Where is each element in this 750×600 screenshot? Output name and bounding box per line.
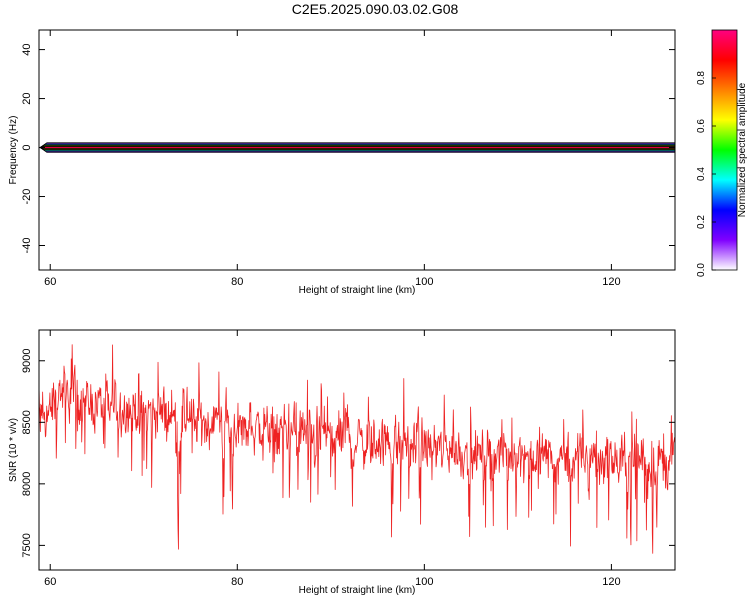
snr-x-tick-label: 60 <box>44 576 56 588</box>
colorbar-gradient <box>712 30 737 270</box>
figure-title: C2E5.2025.090.03.02.G08 <box>292 1 459 17</box>
snr-x-ticks: 60 80 100 120 <box>44 330 621 588</box>
spectrogram-y-label: Frequency (Hz) <box>8 116 19 185</box>
snr-plot-area <box>39 330 675 570</box>
spectrogram-panel: 60 80 100 120 40 20 0 -20 -40 Height of straigh… <box>8 29 676 296</box>
snr-x-label: Height of straight line (km) <box>299 585 416 596</box>
colorbar-ticks: 0.0 0.2 0.4 0.6 0.8 <box>696 29 738 277</box>
spectrogram-x-tick-label: 120 <box>602 276 620 288</box>
spectrogram-x-tick-label: 60 <box>44 276 56 288</box>
snr-y-ticks: 9000 8500 8000 7500 <box>21 349 675 558</box>
spectrogram-x-tick-label: 80 <box>231 276 243 288</box>
spectral-band <box>39 142 675 153</box>
spectrogram-frame <box>38 29 676 271</box>
colorbar-tick-label: 0.6 <box>696 119 707 133</box>
snr-y-tick-label: 9000 <box>21 349 33 373</box>
colorbar: 0.0 0.2 0.4 0.6 0.8 Normalized spectral ampl… <box>696 29 748 277</box>
snr-x-tick-label: 120 <box>602 576 620 588</box>
snr-frame <box>38 329 676 571</box>
colorbar-tick-label: 0.0 <box>696 263 707 277</box>
snr-x-tick-label: 80 <box>231 576 243 588</box>
spectrogram-x-label: Height of straight line (km) <box>299 285 416 296</box>
spectrogram-y-tick-label: 0 <box>21 144 33 150</box>
snr-panel: 60 80 100 120 9000 8500 8000 7500 Height of st… <box>8 329 676 596</box>
spectrogram-y-tick-label: -40 <box>21 238 33 254</box>
snr-y-label: SNR (10 * v/v) <box>8 418 19 482</box>
spectrogram-x-ticks: 60 80 100 120 <box>44 30 621 288</box>
spectrogram-y-tick-label: 40 <box>21 43 33 55</box>
snr-x-tick-label: 100 <box>415 576 433 588</box>
colorbar-tick-label: 0.8 <box>696 71 707 85</box>
colorbar-frame <box>711 29 738 271</box>
spectrogram-y-tick-label: -20 <box>21 189 33 205</box>
spectral-band-level <box>39 146 675 149</box>
colorbar-tick-label: 0.4 <box>696 167 707 181</box>
spectrogram-x-tick-label: 100 <box>415 276 433 288</box>
colorbar-tick-label: 0.2 <box>696 215 707 229</box>
colorbar-label: Normalized spectral amplitude <box>737 82 748 217</box>
snr-y-tick-label: 8000 <box>21 472 33 496</box>
snr-series-line <box>39 344 675 554</box>
snr-y-tick-label: 7500 <box>21 533 33 557</box>
spectrogram-y-ticks: 40 20 0 -20 -40 <box>21 43 675 253</box>
spectrogram-y-tick-label: 20 <box>21 92 33 104</box>
snr-y-tick-label: 8500 <box>21 410 33 434</box>
